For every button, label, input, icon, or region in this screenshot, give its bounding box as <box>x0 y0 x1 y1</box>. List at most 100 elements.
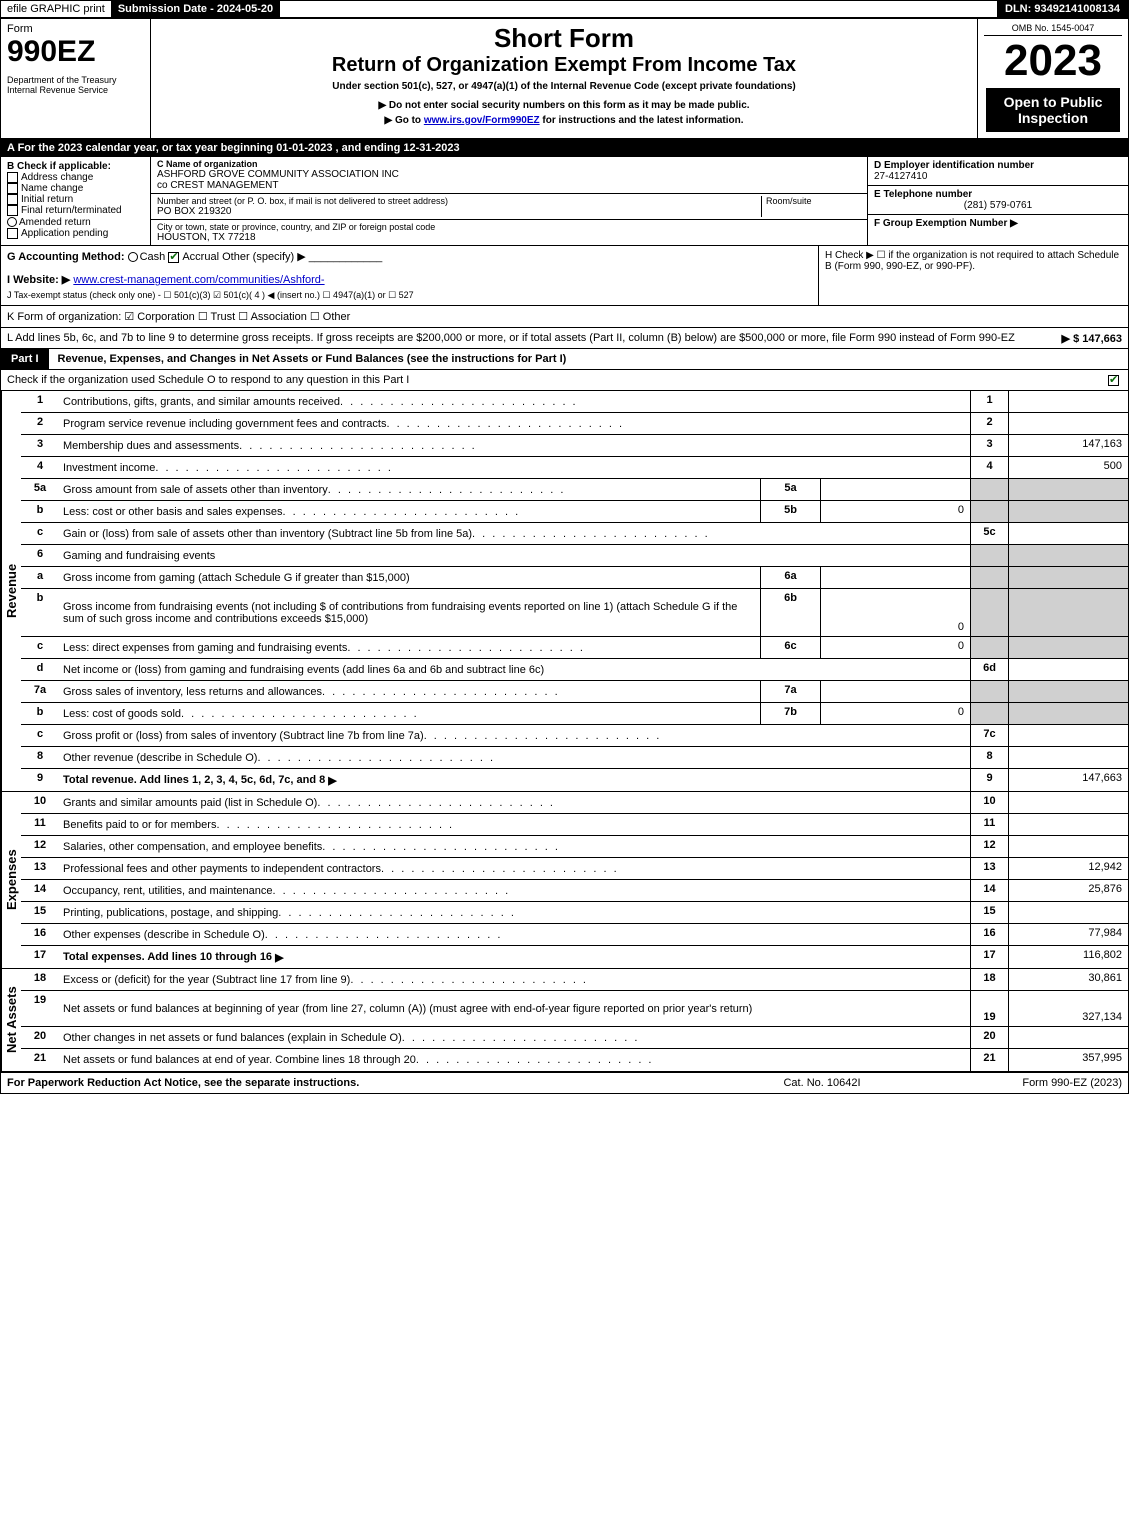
check-amended[interactable]: Amended return <box>7 217 144 228</box>
open-to-public: Open to Public Inspection <box>986 88 1120 132</box>
check-final[interactable]: Final return/terminated <box>7 205 144 216</box>
check-address[interactable]: Address change <box>7 172 144 183</box>
row-9: 9Total revenue. Add lines 1, 2, 3, 4, 5c… <box>21 769 1128 791</box>
row-21: 21Net assets or fund balances at end of … <box>21 1049 1128 1071</box>
row-18: 18Excess or (deficit) for the year (Subt… <box>21 969 1128 991</box>
arrow-icon <box>272 951 286 964</box>
row-20: 20Other changes in net assets or fund ba… <box>21 1027 1128 1049</box>
row-10: 10Grants and similar amounts paid (list … <box>21 792 1128 814</box>
phone-value: (281) 579-0761 <box>874 200 1122 211</box>
row-8: 8Other revenue (describe in Schedule O)8 <box>21 747 1128 769</box>
footer-cat: Cat. No. 10642I <box>722 1077 922 1089</box>
part-i-title: Revenue, Expenses, and Changes in Net As… <box>50 349 1128 369</box>
section-b: B Check if applicable: Address change Na… <box>1 157 151 245</box>
header-right: OMB No. 1545-0047 2023 Open to Public In… <box>978 19 1128 138</box>
top-bar: efile GRAPHIC print Submission Date - 20… <box>1 1 1128 19</box>
c-name-label: C Name of organization <box>157 159 861 169</box>
tax-year: 2023 <box>984 36 1122 86</box>
group-exemption-label: F Group Exemption Number ▶ <box>874 218 1122 229</box>
row-12: 12Salaries, other compensation, and empl… <box>21 836 1128 858</box>
row-6: 6Gaming and fundraising events <box>21 545 1128 567</box>
warn-ssn: ▶ Do not enter social security numbers o… <box>157 100 971 111</box>
line-l: L Add lines 5b, 6c, and 7b to line 9 to … <box>1 328 1128 349</box>
row-1: 1Contributions, gifts, grants, and simil… <box>21 391 1128 413</box>
form-page: efile GRAPHIC print Submission Date - 20… <box>0 0 1129 1094</box>
check-pending[interactable]: Application pending <box>7 228 144 239</box>
subtitle: Under section 501(c), 527, or 4947(a)(1)… <box>157 81 971 92</box>
row-6c: cLess: direct expenses from gaming and f… <box>21 637 1128 659</box>
warn-goto: ▶ Go to www.irs.gov/Form990EZ for instru… <box>157 115 971 126</box>
check-name[interactable]: Name change <box>7 183 144 194</box>
line-g: G Accounting Method: Cash Accrual Other … <box>1 246 818 305</box>
header-center: Short Form Return of Organization Exempt… <box>151 19 978 138</box>
b-heading: B Check if applicable: <box>7 161 144 172</box>
website-link[interactable]: www.crest-management.com/communities/Ash… <box>73 274 324 286</box>
expenses-section: Expenses 10Grants and similar amounts pa… <box>1 792 1128 969</box>
expenses-tab: Expenses <box>1 792 21 968</box>
line-l-amount: ▶ $ 147,663 <box>1062 332 1122 345</box>
line-a: A For the 2023 calendar year, or tax yea… <box>1 139 1128 157</box>
ein-value: 27-4127410 <box>874 171 1122 182</box>
row-7a: 7aGross sales of inventory, less returns… <box>21 681 1128 703</box>
omb-number: OMB No. 1545-0047 <box>984 23 1122 36</box>
check-initial[interactable]: Initial return <box>7 194 144 205</box>
website-label: I Website: ▶ <box>7 274 70 286</box>
row-16: 16Other expenses (describe in Schedule O… <box>21 924 1128 946</box>
row-5b: bLess: cost or other basis and sales exp… <box>21 501 1128 523</box>
irs-link[interactable]: www.irs.gov/Form990EZ <box>424 115 540 126</box>
row-2: 2Program service revenue including gover… <box>21 413 1128 435</box>
dept-treasury: Department of the Treasury <box>7 75 144 85</box>
street-label: Number and street (or P. O. box, if mail… <box>157 196 761 206</box>
radio-cash[interactable]: Cash <box>128 251 166 263</box>
row-7c: cGross profit or (loss) from sales of in… <box>21 725 1128 747</box>
page-footer: For Paperwork Reduction Act Notice, see … <box>1 1073 1128 1093</box>
part-i-tab: Part I <box>1 349 50 369</box>
part-i-check-text: Check if the organization used Schedule … <box>7 374 1082 386</box>
line-k: K Form of organization: ☑ Corporation ☐ … <box>1 306 1128 328</box>
arrow-icon <box>325 774 339 787</box>
row-5c: cGain or (loss) from sale of assets othe… <box>21 523 1128 545</box>
net-assets-section: Net Assets 18Excess or (deficit) for the… <box>1 969 1128 1073</box>
header-left: Form 990EZ Department of the Treasury In… <box>1 19 151 138</box>
part-i-header: Part I Revenue, Expenses, and Changes in… <box>1 349 1128 370</box>
check-accrual[interactable]: Accrual <box>168 251 219 263</box>
row-4: 4Investment income4500 <box>21 457 1128 479</box>
submission-date: Submission Date - 2024-05-20 <box>112 1 280 17</box>
other-specify: Other (specify) ▶ <box>222 251 306 263</box>
street-value: PO BOX 219320 <box>157 206 761 217</box>
row-6d: dNet income or (loss) from gaming and fu… <box>21 659 1128 681</box>
revenue-section: Revenue 1Contributions, gifts, grants, a… <box>1 391 1128 792</box>
return-title: Return of Organization Exempt From Incom… <box>157 54 971 77</box>
org-name-1: ASHFORD GROVE COMMUNITY ASSOCIATION INC <box>157 169 861 180</box>
row-7b: bLess: cost of goods sold7b0 <box>21 703 1128 725</box>
revenue-tab: Revenue <box>1 391 21 791</box>
row-6a: aGross income from gaming (attach Schedu… <box>21 567 1128 589</box>
city-label: City or town, state or province, country… <box>157 222 861 232</box>
row-14: 14Occupancy, rent, utilities, and mainte… <box>21 880 1128 902</box>
part-i-check-row: Check if the organization used Schedule … <box>1 370 1128 391</box>
section-def: D Employer identification number 27-4127… <box>868 157 1128 245</box>
section-c: C Name of organization ASHFORD GROVE COM… <box>151 157 868 245</box>
ein-label: D Employer identification number <box>874 160 1122 171</box>
part-i-checkbox[interactable] <box>1108 375 1119 386</box>
net-assets-tab: Net Assets <box>1 969 21 1071</box>
irs-label: Internal Revenue Service <box>7 85 144 95</box>
section-bcdef: B Check if applicable: Address change Na… <box>1 157 1128 246</box>
city-value: HOUSTON, TX 77218 <box>157 232 861 243</box>
row-19: 19Net assets or fund balances at beginni… <box>21 991 1128 1027</box>
form-number: 990EZ <box>7 35 144 69</box>
line-g-h: G Accounting Method: Cash Accrual Other … <box>1 246 1128 306</box>
row-3: 3Membership dues and assessments3147,163 <box>21 435 1128 457</box>
row-13: 13Professional fees and other payments t… <box>21 858 1128 880</box>
footer-form: Form 990-EZ (2023) <box>922 1077 1122 1089</box>
row-5a: 5aGross amount from sale of assets other… <box>21 479 1128 501</box>
form-word: Form <box>7 23 144 35</box>
form-header: Form 990EZ Department of the Treasury In… <box>1 19 1128 139</box>
row-15: 15Printing, publications, postage, and s… <box>21 902 1128 924</box>
row-11: 11Benefits paid to or for members11 <box>21 814 1128 836</box>
short-form-title: Short Form <box>157 23 971 54</box>
room-label: Room/suite <box>766 196 861 206</box>
phone-label: E Telephone number <box>874 189 1122 200</box>
row-6b: bGross income from fundraising events (n… <box>21 589 1128 637</box>
org-name-2: co CREST MANAGEMENT <box>157 180 861 191</box>
